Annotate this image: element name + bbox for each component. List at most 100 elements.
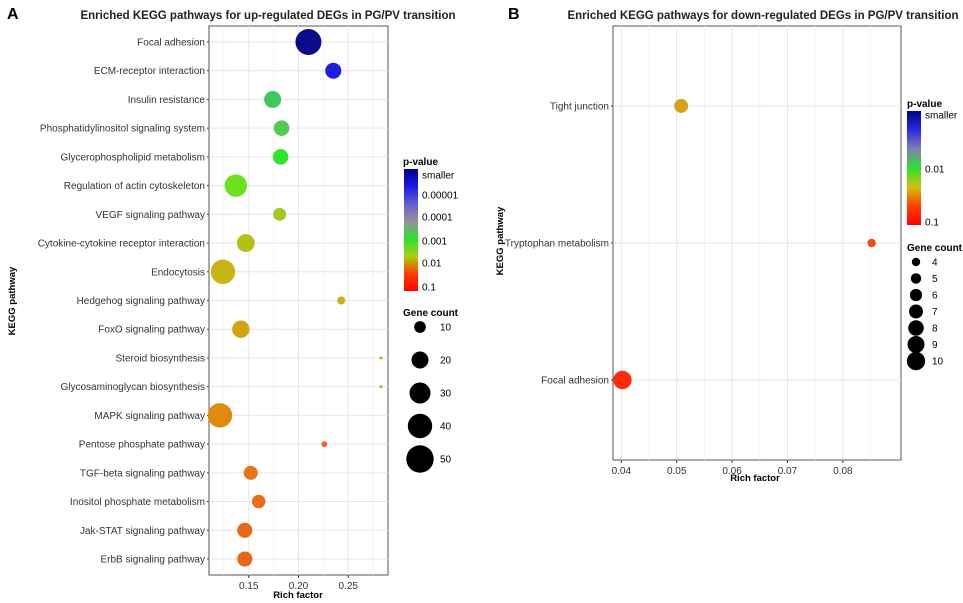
panel-a-y-tick-foxo-signaling-pathway: FoxO signaling pathway <box>98 325 205 336</box>
panel-a-x-tick-labels: 0.15 0.20 0.25 <box>239 575 358 592</box>
panel-a-point-hedgehog-signaling-pathway <box>337 296 346 305</box>
panel-b-points <box>613 99 876 390</box>
panel-a-point-inositol-phosphate-metabolism <box>251 494 266 509</box>
panel-a-point-insulin-resistance <box>264 90 282 108</box>
panel-a-point-ecm-receptor-interaction <box>325 62 342 79</box>
panel-b-x-tick-0-04: 0.04 <box>612 466 632 477</box>
panel-a-x-tick-0-15: 0.15 <box>239 581 259 592</box>
panel-b-x-tick-labels: 0.04 0.05 0.06 0.07 0.08 <box>612 460 853 477</box>
panel-a-y-tick-cytokine-cytokine-receptor-interaction: Cytokine-cytokine receptor interaction <box>38 239 205 250</box>
panel-a-genecount-key-50 <box>406 445 434 473</box>
panel-b-point-tryptophan-metabolism <box>867 238 876 248</box>
panel-a-genecount-key-10 <box>414 321 426 333</box>
panel-b-pvalue-colorbar <box>907 111 921 225</box>
panel-b-pvalue-legend: p-value smaller 0.01 0.1 <box>907 99 958 229</box>
panel-b-pvalue-label-smaller: smaller <box>925 111 958 122</box>
panel-a-genecount-label-30: 30 <box>440 389 452 400</box>
panel-a-pvalue-label-smaller: smaller <box>422 171 455 182</box>
panel-b-title: Enriched KEGG pathways for down-regulate… <box>567 10 958 22</box>
panel-a-pvalue-legend-labels: smaller 0.00001 0.0001 0.001 0.01 0.1 <box>418 171 459 294</box>
panel-a-letter: A <box>7 6 19 23</box>
panel-a: A Enriched KEGG pathways for up-regulate… <box>7 6 459 601</box>
panel-a-pvalue-label-0-00001: 0.00001 <box>422 191 459 202</box>
panel-a-point-mapk-signaling-pathway <box>207 403 233 428</box>
panel-a-point-focal-adhesion <box>295 29 322 55</box>
panel-b-y-tick-tight-junction: Tight junction <box>550 102 609 113</box>
panel-a-y-tick-vegf-signaling-pathway: VEGF signaling pathway <box>95 210 205 221</box>
panel-a-y-tick-steroid-biosynthesis: Steroid biosynthesis <box>116 353 206 364</box>
panel-b-pvalue-label-0-1: 0.1 <box>925 218 939 229</box>
panel-a-y-tick-labels: Focal adhesion ECM-receptor interaction In… <box>38 38 209 566</box>
panel-a-y-axis-title: KEGG pathway <box>7 266 18 335</box>
panel-a-genecount-key-20 <box>411 351 429 369</box>
panel-b-genecount-key-10 <box>906 351 926 371</box>
panel-a-point-regulation-of-actin-cytoskeleton <box>224 174 248 197</box>
panel-b-genecount-legend-items: 4 5 6 7 8 9 10 <box>906 257 944 371</box>
panel-a-x-tick-0-25: 0.25 <box>338 581 358 592</box>
panel-a-point-pentose-phosphate-pathway <box>321 441 328 448</box>
panel-a-genecount-label-10: 10 <box>440 323 452 334</box>
panel-a-y-tick-tgf-beta-signaling-pathway: TGF-beta signaling pathway <box>80 468 205 479</box>
panel-a-genecount-legend-items: 10 20 30 40 50 <box>406 321 452 473</box>
panel-a-y-tick-endocytosis: Endocytosis <box>151 267 205 278</box>
panel-b-genecount-label-10: 10 <box>932 357 944 368</box>
panel-a-point-jak-stat-signaling-pathway <box>237 522 253 538</box>
panel-b-x-tick-0-08: 0.08 <box>833 466 853 477</box>
panel-b-y-tick-tryptophan-metabolism: Tryptophan metabolism <box>505 239 609 250</box>
panel-a-pvalue-legend: p-value smaller 0.00001 0.0001 0.001 0.01 0.1 <box>403 157 459 294</box>
panel-b-genecount-legend-title: Gene count <box>907 243 963 254</box>
panel-b-x-axis-title: Rich factor <box>730 473 780 484</box>
panel-b-point-tight-junction <box>674 99 689 113</box>
panel-a-y-tick-glycerophospholipid-metabolism: Glycerophospholipid metabolism <box>60 152 205 163</box>
panel-a-point-steroid-biosynthesis <box>379 356 383 360</box>
panel-a-point-glycerophospholipid-metabolism <box>272 149 289 165</box>
panel-a-point-phosphatidylinositol-signaling-system <box>273 120 290 136</box>
panel-a-point-cytokine-cytokine-receptor-interaction <box>236 234 255 252</box>
panel-b-genecount-label-9: 9 <box>932 340 938 351</box>
panel-a-y-tick-glycosaminoglycan-biosynthesis: Glycosaminoglycan biosynthesis <box>60 382 205 393</box>
panel-a-y-tick-hedgehog-signaling-pathway: Hedgehog signaling pathway <box>77 296 205 307</box>
panel-a-point-erbb-signaling-pathway <box>237 551 253 567</box>
panel-a-genecount-label-40: 40 <box>440 422 452 433</box>
panel-b-genecount-key-4 <box>911 257 921 267</box>
panel-b-letter: B <box>508 6 520 23</box>
panel-a-pvalue-label-0-001: 0.001 <box>422 237 447 248</box>
panel-b-genecount-legend: Gene count 4 5 6 7 8 9 10 <box>906 243 963 371</box>
panel-b-y-axis-title: KEGG pathway <box>495 206 506 275</box>
panel-a-y-tick-jak-stat-signaling-pathway: Jak-STAT signaling pathway <box>80 526 205 537</box>
panel-a-pvalue-label-0-0001: 0.0001 <box>422 213 453 224</box>
panel-a-genecount-label-50: 50 <box>440 455 452 466</box>
panel-b-pvalue-label-0-01: 0.01 <box>925 165 945 176</box>
panel-b-genecount-key-7 <box>909 304 923 319</box>
panel-a-y-tick-insulin-resistance: Insulin resistance <box>128 95 206 106</box>
panel-b-genecount-label-5: 5 <box>932 274 938 285</box>
panel-b-genecount-label-7: 7 <box>932 307 938 318</box>
panel-b-genecount-key-6 <box>909 288 923 302</box>
panel-a-genecount-legend: Gene count 10 20 30 40 50 <box>403 308 459 473</box>
panel-a-point-tgf-beta-signaling-pathway <box>243 465 258 480</box>
panel-a-y-tick-inositol-phosphate-metabolism: Inositol phosphate metabolism <box>70 497 205 508</box>
panel-b: B Enriched KEGG pathways for down-regula… <box>495 6 963 484</box>
panel-a-x-axis-title: Rich factor <box>273 590 323 601</box>
panel-a-y-tick-pentose-phosphate-pathway: Pentose phosphate pathway <box>79 440 205 451</box>
panel-b-x-tick-0-07: 0.07 <box>778 466 798 477</box>
panel-b-point-focal-adhesion <box>613 370 632 390</box>
panel-b-x-tick-0-05: 0.05 <box>667 466 687 477</box>
panel-a-pvalue-label-0-1: 0.1 <box>422 283 436 294</box>
panel-b-x-tick-0-06: 0.06 <box>722 466 742 477</box>
panel-b-y-tick-focal-adhesion: Focal adhesion <box>541 376 609 387</box>
panel-a-genecount-key-40 <box>407 413 433 439</box>
panel-a-y-tick-erbb-signaling-pathway: ErbB signaling pathway <box>100 555 205 566</box>
panel-b-y-tick-labels: Tight junction Tryptophan metabolism Focal… <box>505 102 613 387</box>
panel-a-genecount-key-30 <box>409 382 431 404</box>
panel-b-pvalue-legend-title: p-value <box>907 99 942 110</box>
panel-a-point-endocytosis <box>210 259 236 284</box>
panel-a-y-tick-phosphatidylinositol-signaling-system: Phosphatidylinositol signaling system <box>40 124 205 135</box>
panel-a-genecount-legend-title: Gene count <box>403 308 459 319</box>
panel-a-x-tick-0-20: 0.20 <box>289 581 309 592</box>
panel-a-points <box>207 29 383 567</box>
panel-a-point-vegf-signaling-pathway <box>273 207 287 221</box>
panel-a-pvalue-colorbar <box>404 169 418 291</box>
panel-a-point-glycosaminoglycan-biosynthesis <box>379 385 383 389</box>
